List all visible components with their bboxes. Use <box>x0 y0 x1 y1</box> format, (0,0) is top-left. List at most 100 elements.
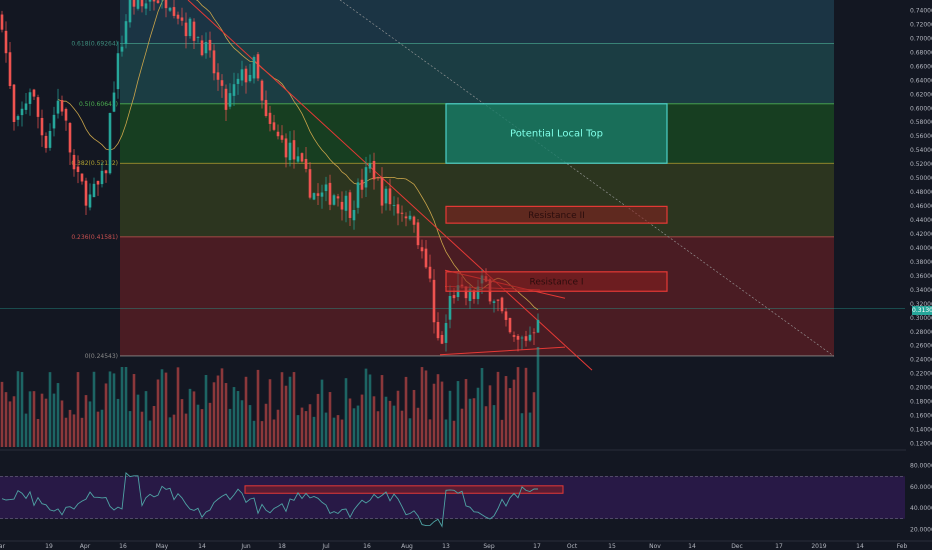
volume-bar <box>476 387 480 447</box>
candle-body <box>388 188 392 205</box>
candle-body <box>280 135 284 140</box>
time-tick-label: May <box>156 543 169 550</box>
volume-bar <box>236 391 240 447</box>
candle-body <box>60 100 64 112</box>
candle-body <box>436 322 440 339</box>
volume-bar <box>316 393 320 447</box>
volume-bar <box>284 385 288 447</box>
candle-body <box>532 332 536 334</box>
candle-body <box>212 50 216 74</box>
candle-body <box>440 334 444 344</box>
volume-bar <box>168 417 172 447</box>
candle-body <box>364 167 368 188</box>
volume-bar <box>412 389 416 447</box>
annotation-box-3 <box>445 271 668 292</box>
candle-body <box>28 92 32 104</box>
candle-body <box>260 80 264 101</box>
candle-body <box>268 112 272 124</box>
candle-body <box>124 21 128 45</box>
volume-bar <box>108 371 112 447</box>
candle-body <box>380 177 384 206</box>
candle-body <box>336 196 340 199</box>
volume-bar <box>140 411 144 447</box>
candle-body <box>476 286 480 299</box>
candle-body <box>512 335 516 337</box>
volume-bar <box>376 411 380 447</box>
volume-bar <box>148 420 152 447</box>
candle-body <box>500 297 504 312</box>
candle-body <box>96 180 100 185</box>
volume-bar <box>12 396 16 447</box>
volume-bar <box>176 367 180 447</box>
volume-bar <box>300 407 304 447</box>
volume-bar <box>528 412 532 447</box>
time-tick-label: 18 <box>278 543 286 550</box>
fibonacci-retracement[interactable]: 0.618(0.69264) 0.5(0.60641) 0.382(0.52132)… <box>71 0 834 360</box>
volume-bar <box>100 409 104 447</box>
volume-bar <box>328 392 332 447</box>
volume-bar <box>84 395 88 447</box>
candle-body <box>252 56 256 79</box>
candle-body <box>472 289 476 299</box>
candle-body <box>276 131 280 137</box>
time-tick-label: 17 <box>775 543 783 550</box>
volume-bar <box>496 371 500 447</box>
candle-body <box>20 108 24 116</box>
volume-bar <box>404 376 408 447</box>
candle-body <box>196 37 200 38</box>
candle-body <box>536 319 540 333</box>
volume-bar <box>456 381 460 447</box>
volume-bar <box>272 419 276 447</box>
candle-body <box>308 169 312 198</box>
volume-bar <box>76 372 80 447</box>
rsi-oscillator[interactable] <box>0 449 932 528</box>
candle-body <box>8 52 12 87</box>
volume-bar <box>292 372 296 447</box>
time-tick-label: Jun <box>240 543 251 550</box>
time-tick-label: Apr <box>80 543 91 550</box>
candle-body <box>44 135 48 149</box>
volume-bar <box>8 401 12 447</box>
candle-body <box>416 222 420 246</box>
time-tick-label: 14 <box>688 543 696 550</box>
candle-body <box>344 195 348 211</box>
candle-body <box>200 40 204 56</box>
candle-body <box>508 317 512 333</box>
candle-body <box>272 122 276 130</box>
volume-bar <box>52 393 56 447</box>
annotation-boxes[interactable]: Potential Local Top Resistance II Resistan… <box>445 103 668 292</box>
annotation-label-3: Resistance I <box>529 278 583 288</box>
volume-bar <box>28 391 32 447</box>
volume-bar <box>104 383 108 447</box>
volume-bar <box>40 393 44 447</box>
candle-body <box>248 74 252 82</box>
volume-bar <box>464 379 468 447</box>
volume-bar <box>312 416 316 447</box>
time-tick-label: Nov <box>649 543 661 550</box>
candle-body <box>412 216 416 225</box>
price-tick-label: 0.12000 <box>910 441 932 448</box>
time-tick-label: 2019 <box>811 543 826 550</box>
volume-bar <box>484 406 488 447</box>
candle-body <box>372 161 376 180</box>
candle-body <box>176 14 180 19</box>
candle-body <box>188 18 192 37</box>
volume-bar <box>180 399 184 447</box>
volume-bar <box>44 398 48 447</box>
price-axis-panel <box>906 0 932 550</box>
volume-bar <box>408 418 412 447</box>
